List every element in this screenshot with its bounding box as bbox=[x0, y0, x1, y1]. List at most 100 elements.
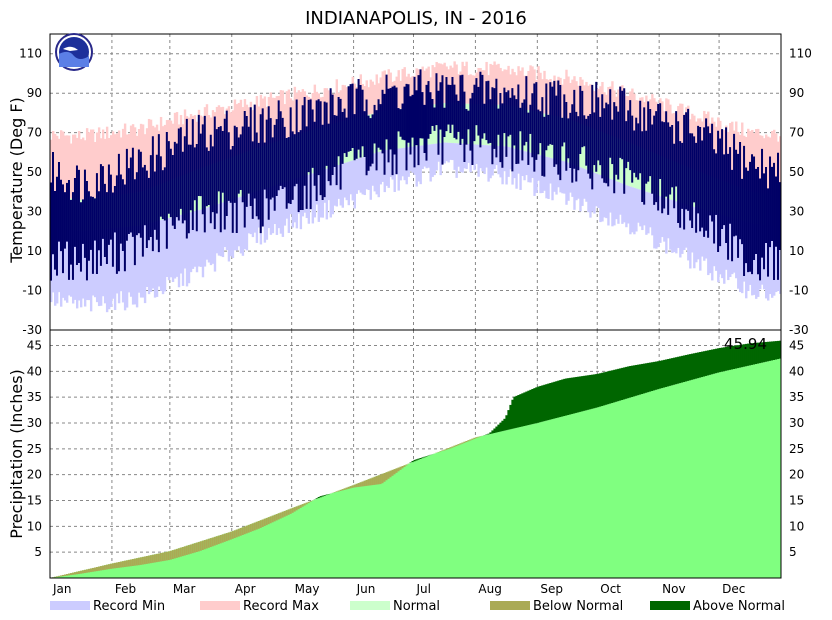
precip-below-normal-bar bbox=[361, 481, 364, 487]
precip-normal-bar bbox=[689, 380, 692, 578]
precip-normal-bar bbox=[747, 365, 750, 578]
record-min-bar bbox=[641, 190, 644, 231]
precip-below-normal-bar bbox=[191, 543, 195, 554]
record-min-bar bbox=[647, 192, 650, 234]
precip-below-normal-bar bbox=[385, 472, 388, 481]
record-min-bar bbox=[673, 200, 676, 253]
precip-above-normal-bar bbox=[553, 381, 556, 419]
precip-above-normal-bar bbox=[499, 422, 502, 432]
precip-above-normal-bar bbox=[619, 368, 622, 401]
precipitation-plot-frame bbox=[49, 329, 782, 579]
record-min-bar bbox=[565, 162, 568, 205]
precip-below-normal-bar bbox=[69, 573, 73, 576]
precip-normal-bar bbox=[373, 476, 376, 578]
precip-normal-bar bbox=[87, 568, 91, 578]
precip-below-normal-bar bbox=[89, 568, 93, 573]
record-min-bar bbox=[203, 208, 207, 267]
precip-normal-bar bbox=[407, 463, 410, 578]
precip-below-normal-bar bbox=[147, 555, 151, 564]
precip-above-normal-bar bbox=[667, 358, 670, 387]
precip-normal-bar bbox=[463, 441, 466, 578]
month-tick-label: May bbox=[295, 582, 320, 596]
precip-normal-bar bbox=[687, 380, 690, 578]
precip-below-normal-bar bbox=[461, 442, 464, 444]
precip-above-normal-bar bbox=[543, 384, 546, 422]
precip-normal-bar bbox=[393, 469, 396, 578]
precip-below-normal-bar bbox=[183, 546, 187, 556]
record-min-bar bbox=[389, 149, 392, 178]
precip-below-normal-bar bbox=[307, 501, 311, 504]
precip-normal-bar bbox=[715, 373, 718, 578]
record-min-bar bbox=[89, 230, 93, 312]
precip-above-normal-bar bbox=[545, 384, 548, 421]
precip-normal-bar bbox=[67, 573, 71, 578]
record-min-bar bbox=[435, 143, 438, 171]
record-min-bar bbox=[347, 161, 350, 206]
precip-below-normal-bar bbox=[441, 450, 444, 452]
precip-above-normal-bar bbox=[497, 424, 500, 433]
precip-normal-bar bbox=[597, 407, 600, 578]
precip-above-normal-bar bbox=[725, 346, 728, 371]
record-max-bar bbox=[531, 66, 534, 111]
record-max-bar bbox=[61, 131, 65, 198]
precip-normal-bar bbox=[639, 394, 642, 578]
record-min-bar bbox=[143, 224, 147, 304]
precip-normal-bar bbox=[397, 467, 400, 578]
record-max-bar bbox=[651, 94, 654, 153]
record-min-bar bbox=[581, 168, 584, 206]
precip-below-normal-bar bbox=[83, 569, 87, 574]
precip-below-normal-bar bbox=[295, 506, 299, 511]
record-min-bar bbox=[233, 198, 237, 251]
record-max-bar bbox=[85, 128, 89, 199]
precip-normal-bar bbox=[109, 563, 113, 578]
precip-normal-bar bbox=[233, 530, 237, 578]
precip-below-normal-bar bbox=[165, 551, 169, 561]
record-min-bar bbox=[515, 149, 518, 189]
record-min-bar bbox=[109, 228, 113, 307]
record-min-bar bbox=[549, 157, 552, 184]
record-min-bar bbox=[173, 216, 177, 279]
precip-below-normal-bar bbox=[293, 507, 297, 512]
precip-normal-bar bbox=[521, 426, 524, 578]
precip-below-normal-bar bbox=[123, 560, 127, 568]
precip-normal-bar bbox=[273, 514, 277, 578]
legend-label: Below Normal bbox=[533, 599, 623, 614]
record-min-bar bbox=[75, 230, 79, 309]
precip-below-normal-bar bbox=[117, 562, 121, 568]
precip-normal-bar bbox=[287, 509, 291, 578]
record-max-bar bbox=[583, 85, 586, 126]
precip-normal-bar bbox=[771, 360, 774, 578]
precip-normal-bar bbox=[533, 423, 536, 578]
precip-normal-bar bbox=[309, 501, 313, 578]
chart-title: INDIANAPOLIS, IN - 2016 bbox=[305, 8, 527, 29]
precip-normal-bar bbox=[625, 398, 628, 578]
record-min-bar bbox=[361, 157, 364, 195]
precip-normal-bar bbox=[395, 468, 398, 578]
precip-normal-bar bbox=[337, 490, 341, 578]
record-min-bar bbox=[505, 146, 508, 185]
precip-above-normal-bar bbox=[735, 345, 738, 369]
record-min-bar bbox=[733, 218, 736, 273]
precip-normal-bar bbox=[115, 562, 119, 578]
precip-normal-bar bbox=[399, 466, 402, 578]
record-min-bar bbox=[521, 150, 524, 177]
precip-normal-bar bbox=[205, 539, 209, 578]
precip-normal-bar bbox=[415, 460, 418, 578]
record-max-bar bbox=[163, 124, 167, 183]
precip-above-normal-bar bbox=[723, 347, 726, 372]
precip-below-normal-bar bbox=[459, 443, 462, 445]
precip-normal-bar bbox=[379, 474, 382, 578]
temperature-tick-label: 30 bbox=[789, 205, 804, 219]
precip-below-normal-bar bbox=[163, 552, 167, 561]
record-min-bar bbox=[133, 226, 137, 305]
precip-below-normal-bar bbox=[297, 505, 301, 510]
precip-normal-bar bbox=[289, 508, 293, 578]
precip-normal-bar bbox=[391, 469, 394, 578]
precip-above-normal-bar bbox=[673, 357, 676, 385]
record-min-bar bbox=[687, 205, 690, 261]
record-min-bar bbox=[175, 215, 179, 277]
record-min-bar bbox=[599, 175, 602, 223]
record-max-bar bbox=[297, 90, 301, 135]
precip-below-normal-bar bbox=[365, 479, 368, 486]
